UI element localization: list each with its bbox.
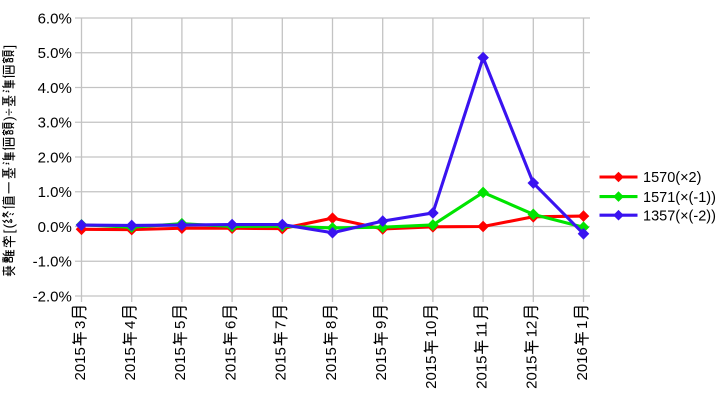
svg-text:2015: 2015 [473,355,490,388]
svg-text:-2.0%: -2.0% [33,288,72,305]
svg-text:7: 7 [273,321,290,329]
svg-text:÷: ÷ [0,108,16,116]
svg-text:6.0%: 6.0% [38,10,72,27]
svg-text:11: 11 [473,322,490,338]
svg-text:2015: 2015 [172,347,189,380]
svg-text:-1.0%: -1.0% [33,254,72,271]
svg-text:12: 12 [524,321,541,338]
svg-text:9: 9 [373,321,390,329]
svg-text:[: [ [0,229,16,233]
svg-text:2015: 2015 [373,347,390,380]
svg-text:8: 8 [323,321,340,329]
svg-text:6: 6 [222,321,239,329]
svg-text:4: 4 [122,321,139,329]
svg-text:1570(×2): 1570(×2) [643,170,701,186]
svg-text:2015: 2015 [323,347,340,380]
svg-text:5: 5 [172,321,189,329]
svg-text:2015: 2015 [273,347,290,380]
svg-text:2015: 2015 [423,355,440,388]
svg-text:3.0%: 3.0% [38,115,72,132]
svg-text:10: 10 [423,321,440,338]
svg-text:2.0%: 2.0% [38,149,72,166]
svg-text:1: 1 [574,321,591,329]
svg-text:2015: 2015 [122,347,139,380]
svg-text:]: ] [0,45,16,49]
svg-text:1571(×(-1)): 1571(×(-1)) [643,190,716,206]
svg-text:2016: 2016 [574,347,591,380]
svg-text:5.0%: 5.0% [38,45,72,62]
svg-text:1357(×(-2)): 1357(×(-2)) [643,208,716,224]
svg-text:2015: 2015 [72,347,89,380]
svg-text:4.0%: 4.0% [38,80,72,97]
svg-text:2015: 2015 [524,355,541,388]
svg-text:(: ( [0,224,16,229]
svg-text:1.0%: 1.0% [38,184,72,201]
svg-text:3: 3 [72,321,89,329]
svg-text:0.0%: 0.0% [38,219,72,236]
svg-text:2015: 2015 [222,347,239,380]
svg-text:): ) [0,116,16,121]
